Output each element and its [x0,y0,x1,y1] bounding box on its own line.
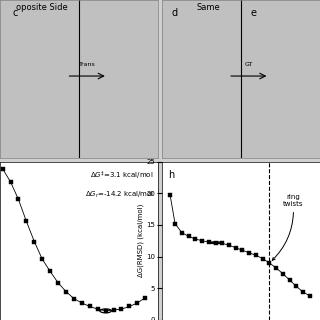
Text: oposite Side: oposite Side [16,3,68,12]
Text: c: c [104,308,108,313]
Text: e: e [213,240,218,245]
Text: h: h [168,170,174,180]
Text: Trans: Trans [79,61,95,67]
Text: Same: Same [196,3,220,12]
Text: $\Delta G^{\ddagger}$=3.1 kcal/mol: $\Delta G^{\ddagger}$=3.1 kcal/mol [90,170,154,182]
Text: e: e [250,8,256,18]
Text: d: d [171,8,177,18]
Text: GT: GT [244,61,253,67]
Text: ring
twists: ring twists [272,194,303,260]
Y-axis label: ΔG(RMSD) (kcal/mol): ΔG(RMSD) (kcal/mol) [137,204,144,277]
Text: $\Delta G_r$=-14.2 kcal/mol: $\Delta G_r$=-14.2 kcal/mol [84,190,154,200]
Text: c: c [13,8,18,18]
